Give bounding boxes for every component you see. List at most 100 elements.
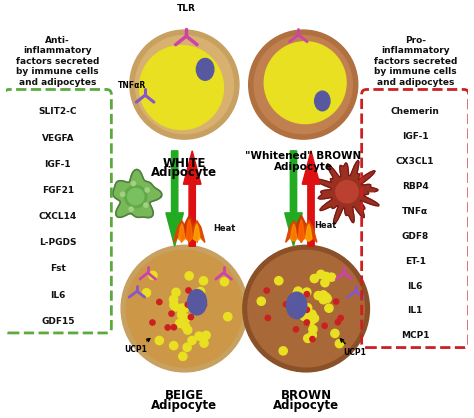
Circle shape [331, 329, 339, 337]
Circle shape [186, 288, 191, 293]
Text: Adipocyte: Adipocyte [151, 399, 218, 412]
Circle shape [304, 334, 312, 342]
Circle shape [200, 277, 208, 285]
Circle shape [319, 291, 328, 299]
Text: UCP1: UCP1 [124, 339, 150, 354]
Circle shape [304, 307, 310, 312]
Circle shape [150, 320, 155, 325]
Circle shape [169, 311, 174, 316]
Text: L-PGDS: L-PGDS [39, 238, 77, 247]
Text: ET-1: ET-1 [405, 257, 426, 266]
Circle shape [336, 181, 358, 203]
Circle shape [149, 271, 157, 280]
Ellipse shape [196, 59, 214, 80]
Circle shape [303, 288, 311, 296]
Circle shape [171, 325, 176, 330]
Polygon shape [179, 224, 185, 241]
Text: GDF15: GDF15 [41, 317, 74, 326]
Text: CX3CL1: CX3CL1 [396, 157, 435, 166]
Circle shape [264, 288, 269, 293]
Text: BROWN: BROWN [281, 390, 332, 403]
Circle shape [300, 312, 308, 320]
Text: Chemerin: Chemerin [391, 107, 440, 116]
Circle shape [335, 339, 344, 348]
Ellipse shape [286, 292, 307, 319]
Polygon shape [302, 151, 320, 246]
Circle shape [224, 313, 232, 321]
Circle shape [126, 250, 243, 367]
Circle shape [125, 186, 147, 208]
Circle shape [175, 319, 184, 327]
Circle shape [321, 278, 329, 287]
Polygon shape [113, 169, 162, 217]
Circle shape [334, 299, 339, 304]
Circle shape [310, 314, 319, 322]
Text: "Whitened" BROWN: "Whitened" BROWN [245, 151, 361, 161]
Polygon shape [173, 221, 190, 242]
Polygon shape [298, 219, 304, 241]
Circle shape [310, 275, 319, 283]
Circle shape [145, 188, 149, 192]
Polygon shape [286, 221, 302, 242]
Circle shape [183, 326, 192, 334]
Text: GDF8: GDF8 [401, 232, 429, 241]
Circle shape [304, 320, 310, 325]
Circle shape [130, 30, 239, 139]
Circle shape [195, 332, 203, 340]
Circle shape [322, 293, 330, 301]
Text: Pro-
inflammatory
factors secreted
by immune cells
and adipocytes: Pro- inflammatory factors secreted by im… [374, 36, 457, 87]
Polygon shape [291, 224, 297, 241]
Circle shape [310, 336, 315, 342]
Circle shape [274, 277, 283, 285]
Circle shape [202, 331, 210, 339]
Ellipse shape [188, 290, 207, 315]
Circle shape [185, 302, 191, 307]
Circle shape [279, 347, 287, 355]
Circle shape [129, 207, 133, 211]
Circle shape [177, 306, 185, 314]
Text: UCP1: UCP1 [340, 339, 366, 357]
Circle shape [257, 297, 265, 305]
Circle shape [179, 352, 187, 360]
Circle shape [325, 304, 333, 312]
Circle shape [302, 310, 310, 319]
Text: MCP1: MCP1 [401, 331, 429, 340]
Circle shape [121, 245, 248, 372]
Circle shape [181, 304, 189, 312]
Circle shape [293, 327, 299, 332]
Polygon shape [189, 221, 205, 242]
Text: Adipocyte: Adipocyte [151, 166, 218, 179]
Polygon shape [301, 221, 317, 242]
Circle shape [200, 339, 208, 347]
Circle shape [196, 287, 205, 296]
Polygon shape [306, 224, 312, 241]
Text: Adipocyte: Adipocyte [273, 161, 333, 171]
Text: SLIT2-C: SLIT2-C [38, 107, 77, 116]
Circle shape [293, 290, 301, 298]
Circle shape [264, 42, 346, 124]
Circle shape [196, 288, 204, 297]
Circle shape [201, 302, 207, 307]
Circle shape [298, 301, 306, 309]
Polygon shape [293, 215, 310, 242]
Circle shape [309, 325, 317, 334]
Circle shape [177, 311, 186, 319]
Circle shape [335, 319, 340, 325]
Text: CXCL14: CXCL14 [39, 212, 77, 221]
Text: FGF21: FGF21 [42, 186, 74, 195]
Text: TLR: TLR [177, 4, 196, 13]
Circle shape [254, 36, 352, 134]
Text: IL6: IL6 [50, 291, 65, 300]
Text: IGF-1: IGF-1 [45, 160, 71, 169]
Circle shape [157, 299, 162, 305]
Circle shape [170, 342, 178, 350]
Circle shape [170, 295, 178, 303]
Circle shape [319, 296, 328, 304]
Circle shape [323, 294, 331, 303]
Text: IL1: IL1 [408, 306, 423, 316]
Polygon shape [166, 151, 183, 246]
Circle shape [303, 309, 312, 317]
Circle shape [188, 336, 196, 345]
Circle shape [294, 287, 302, 295]
Circle shape [171, 303, 179, 311]
